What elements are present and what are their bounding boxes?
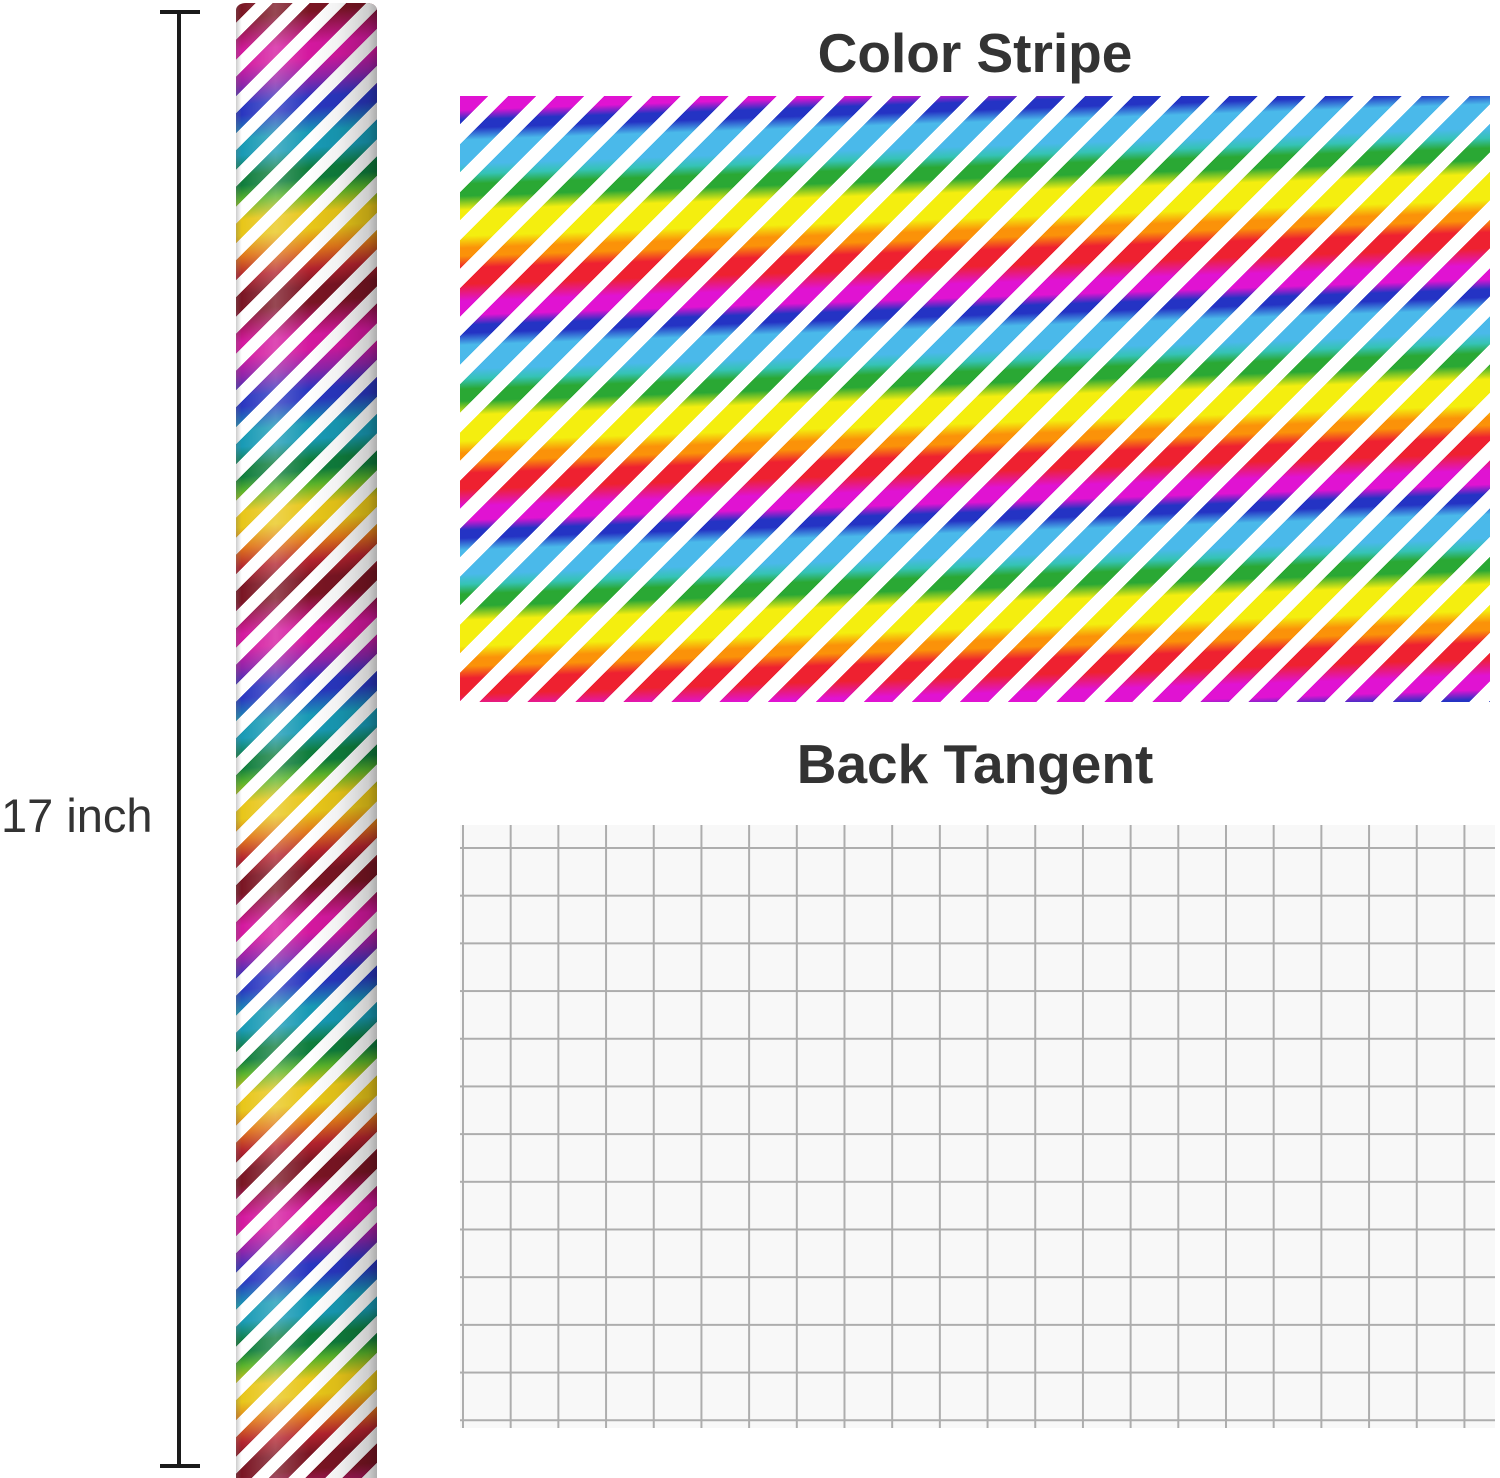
roll-cylinder-sheen — [236, 3, 377, 1478]
dimension-cap-bottom — [160, 1464, 200, 1468]
back-pattern-title: Back Tangent — [796, 733, 1154, 795]
back-pattern-swatch — [460, 825, 1495, 1428]
dimension-label: 17 inch — [1, 789, 153, 842]
front-pattern-swatch — [460, 96, 1490, 702]
wrapping-paper-roll — [236, 3, 377, 1478]
front-pattern-title: Color Stripe — [817, 22, 1133, 84]
roll-stripe-pattern — [236, 3, 377, 1478]
dimension-line — [177, 11, 181, 1467]
